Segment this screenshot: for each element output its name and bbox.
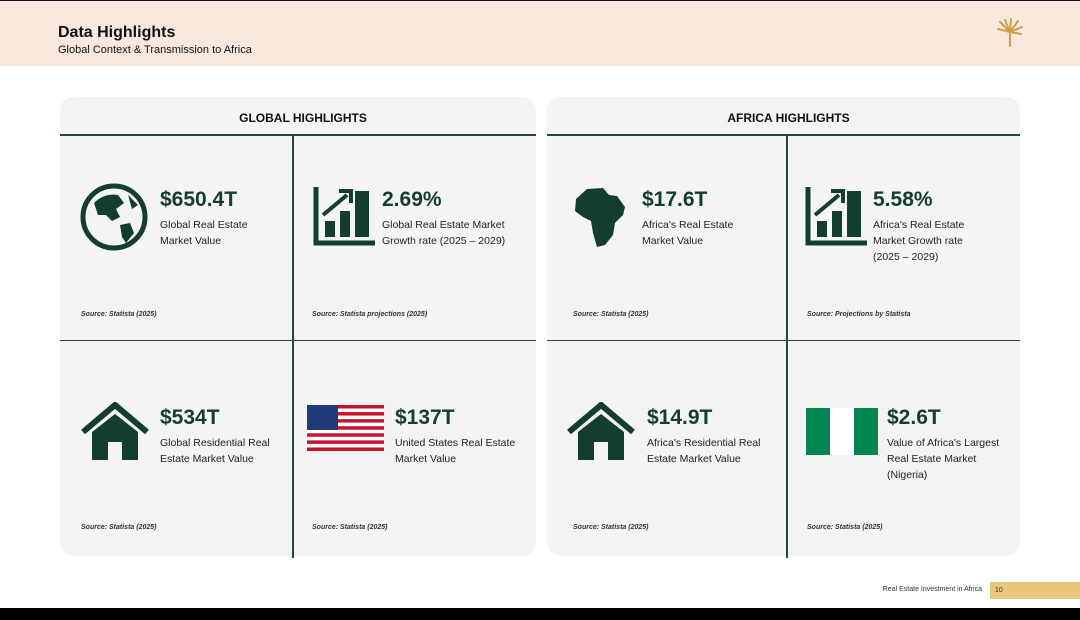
icon bbox=[313, 185, 377, 252]
source: Source: Statista (2025) bbox=[807, 524, 883, 531]
source: Source: Statista (2025) bbox=[573, 524, 649, 531]
stat-label: Growth rate (2025 – 2029) bbox=[382, 235, 506, 247]
stat-label: Global Real Estate Market bbox=[382, 219, 505, 231]
icon bbox=[566, 401, 636, 467]
stat-value: $2.6T bbox=[887, 406, 941, 429]
stat-label: United States Real Estate bbox=[395, 437, 516, 449]
divider bbox=[60, 134, 536, 136]
divider bbox=[292, 135, 294, 558]
source: Source: Statista (2025) bbox=[81, 311, 157, 318]
icon bbox=[80, 401, 150, 467]
page-number: 10 bbox=[990, 582, 1080, 599]
stat-label: Market Value bbox=[642, 235, 704, 247]
stat-value: $14.9T bbox=[647, 406, 713, 429]
divider bbox=[786, 135, 788, 558]
stat-label: Market Value bbox=[160, 235, 222, 247]
divider bbox=[60, 340, 536, 341]
stat-label: Market Value bbox=[395, 453, 457, 465]
stat-value: 2.69% bbox=[382, 188, 442, 211]
stat-label: Global Real Estate bbox=[160, 219, 248, 231]
stat-label: (2025 – 2029) bbox=[873, 251, 939, 263]
header-band bbox=[0, 0, 1080, 66]
source: Source: Statista (2025) bbox=[312, 524, 388, 531]
icon bbox=[307, 405, 384, 456]
icon bbox=[80, 183, 148, 256]
footer-text: Real Estate Investment in Africa bbox=[882, 586, 982, 593]
divider bbox=[547, 134, 1020, 136]
stat-label: Market Growth rate bbox=[873, 235, 963, 247]
icon bbox=[805, 185, 869, 252]
source: Source: Projections by Statista bbox=[807, 311, 911, 318]
source: Source: Statista (2025) bbox=[81, 524, 157, 531]
source: Source: Statista (2025) bbox=[573, 311, 649, 318]
stat-value: $650.4T bbox=[160, 188, 238, 211]
stat-label: (Nigeria) bbox=[887, 469, 928, 481]
stat-value: $137T bbox=[395, 406, 455, 429]
icon bbox=[573, 187, 629, 254]
title: Data Highlights bbox=[58, 24, 176, 41]
stat-label: Estate Market Value bbox=[160, 453, 254, 465]
source: Source: Statista projections (2025) bbox=[312, 311, 428, 318]
africa-panel bbox=[547, 97, 1020, 556]
stat-value: 5.58% bbox=[873, 188, 933, 211]
icon bbox=[806, 408, 878, 460]
subtitle: Global Context & Transmission to Africa bbox=[58, 44, 252, 56]
stat-label: Estate Market Value bbox=[647, 453, 741, 465]
stat-label: Global Residential Real bbox=[160, 437, 270, 449]
stat-label: Africa's Real Estate bbox=[873, 219, 965, 231]
stat-label: Africa's Real Estate bbox=[642, 219, 734, 231]
bottom-bar bbox=[0, 608, 1080, 620]
logo bbox=[997, 18, 1023, 47]
stat-label: Africa's Residential Real bbox=[647, 437, 761, 449]
stat-value: $534T bbox=[160, 406, 220, 429]
stat-value: $17.6T bbox=[642, 188, 708, 211]
divider bbox=[547, 340, 1020, 341]
panel-title: AFRICA HIGHLIGHTS bbox=[727, 111, 850, 125]
stat-label: Real Estate Market bbox=[887, 453, 977, 465]
global-panel bbox=[60, 97, 536, 556]
stat-label: Value of Africa's Largest bbox=[887, 437, 1000, 449]
panel-title: GLOBAL HIGHLIGHTS bbox=[239, 111, 367, 125]
